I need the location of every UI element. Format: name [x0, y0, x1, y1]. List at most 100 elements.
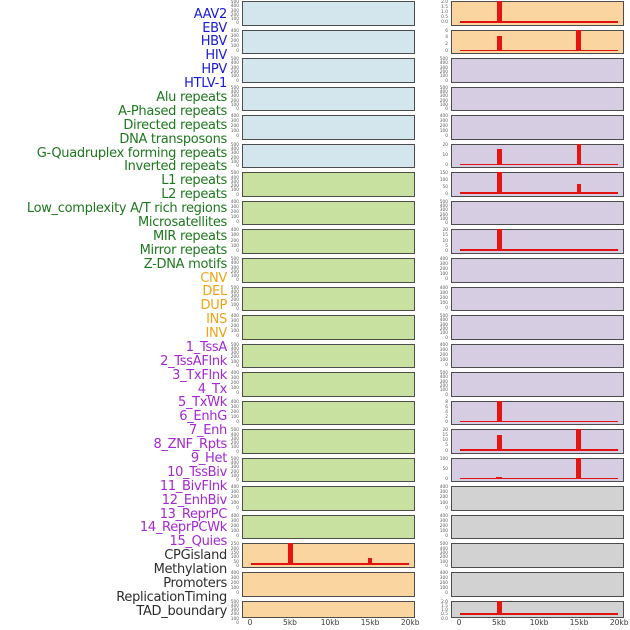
y-axis-tick-label: 5: [445, 443, 448, 449]
y-axis-tick-label: 500: [439, 85, 448, 91]
row-label-inverted-repeats: Inverted repeats: [124, 159, 227, 175]
y-axis-tick-label: 400: [439, 256, 448, 262]
row-label-2-tssaflnk: 2_TssAFlnk: [160, 353, 227, 369]
y-axis-tick-label: 400: [439, 571, 448, 576]
y-axis-tick-label: 0: [236, 248, 239, 254]
y-axis-tick-label: 150: [439, 171, 448, 177]
signal-panel-microsatellites: [242, 429, 415, 454]
signal-panel-del: [242, 572, 415, 597]
y-axis-tick-label: 100: [230, 102, 239, 108]
y-axis-tick-label: 400: [439, 114, 448, 120]
row-label-alu-repeats: Alu repeats: [156, 90, 227, 105]
y-axis-ticks: 500 400 300 200 100 0: [209, 286, 239, 312]
y-axis-tick-label: 300: [230, 518, 239, 524]
signal-spike-15kb: [576, 184, 581, 194]
row-label-dna-transposons: DNA transposons: [119, 131, 227, 147]
y-axis-tick-label: 0: [445, 534, 448, 540]
y-axis-tick-label: 200: [439, 352, 448, 358]
y-axis-tick-label: 500: [439, 371, 448, 377]
y-axis-tick-label: 100: [230, 129, 239, 135]
x-axis-tick-label: 0: [247, 618, 253, 627]
y-axis-tick-label: 0: [236, 478, 239, 484]
row-label-4-tx: 4_Tx: [197, 381, 228, 397]
y-axis-ticks: 400 300 200 100 0: [209, 200, 239, 226]
y-axis-ticks: 400 300 200 100 0: [209, 400, 239, 426]
x-axis-tick-label: 5kb: [492, 618, 506, 627]
y-axis-ticks: 500 400 300 200 100 0: [209, 143, 239, 170]
y-axis-tick-label: 0: [236, 306, 239, 312]
y-axis-tick-label: 200: [230, 324, 239, 330]
y-axis-ticks: 400 300 200 100 0: [209, 571, 239, 597]
y-axis-tick-label: 400: [230, 603, 239, 609]
y-axis-ticks: 500 400 300 200 100 0: [418, 200, 448, 226]
y-axis-tick-label: 200: [230, 524, 239, 530]
y-axis-ticks: 400 300 200 100 0: [418, 571, 448, 597]
y-axis-tick-label: 100: [439, 74, 448, 80]
y-axis-ticks: 500 400 300 200 100 0: [209, 0, 239, 26]
y-axis-tick-label: 300: [230, 576, 239, 582]
signal-spike-5kb: [496, 435, 502, 451]
y-axis-tick-label: 400: [439, 513, 448, 519]
y-axis-tick-label: 100: [230, 329, 239, 335]
y-axis-tick-label: 0: [445, 563, 448, 569]
y-axis-tick-label: 300: [439, 322, 448, 328]
y-axis-tick-label: 200: [230, 495, 239, 501]
signal-panel-13-reprpc: [451, 400, 624, 426]
signal-panel-alu-repeats: [242, 172, 415, 197]
signal-panel-9-het: [451, 286, 624, 312]
signal-baseline: [459, 192, 618, 194]
row-label-ins: INS: [206, 312, 227, 328]
y-axis-tick-label: 500: [230, 256, 239, 262]
y-axis-ticks: 20 15 10 5 0: [418, 229, 448, 254]
signal-spike-5kb: [287, 543, 293, 566]
y-axis-tick-label: 20: [442, 142, 448, 148]
y-axis-tick-label: 0: [445, 448, 448, 454]
y-axis-tick-label: 100: [439, 331, 448, 337]
y-axis-tick-label: 500: [230, 599, 239, 605]
y-axis-tick-label: 200: [230, 124, 239, 130]
y-axis-tick-label: 0: [445, 477, 448, 483]
y-axis-tick-label: 300: [230, 204, 239, 210]
row-label-aav2: AAV2: [193, 6, 228, 22]
y-axis-tick-label: 0: [445, 335, 448, 341]
signal-panel-hpv: [242, 115, 415, 140]
y-axis-ticks: 400 300 200 100 0: [209, 29, 239, 55]
y-axis-tick-label: 400: [230, 432, 239, 438]
y-axis-tick-label: 0: [236, 164, 239, 170]
y-axis-tick-label: 100: [230, 159, 239, 165]
y-axis-tick-label: 15: [442, 233, 448, 239]
y-axis-tick-label: 0: [236, 449, 239, 455]
y-axis-tick-label: 8: [445, 399, 448, 405]
y-axis-tick-label: 400: [230, 513, 239, 519]
y-axis-tick-label: 100: [230, 43, 239, 49]
y-axis-ticks: 500 400 300 200 100 0: [209, 428, 239, 455]
y-axis-tick-label: 20: [442, 228, 448, 234]
y-axis-tick-label: 300: [439, 379, 448, 385]
y-axis-tick-label: 300: [230, 294, 239, 300]
row-label-hbv: HBV: [200, 34, 228, 50]
y-axis-ticks: 400 300 200 100 0: [209, 114, 239, 140]
y-axis-tick-label: 100: [230, 616, 239, 622]
y-axis-tick-label: 400: [230, 147, 239, 153]
signal-spike-5kb: [496, 1, 502, 23]
y-axis-tick-label: 500: [230, 456, 239, 462]
y-axis-ticks: 2.0 1.5 1.0 0.5 0.0: [418, 0, 448, 26]
y-axis-tick-label: 200: [230, 381, 239, 387]
signal-spike-5kb: [496, 400, 502, 423]
y-axis-tick-label: 200: [230, 238, 239, 244]
y-axis-tick-label: 200: [439, 212, 448, 218]
signal-panel-replicationtiming: [451, 572, 624, 597]
y-axis-ticks: 500 400 300 200 100 0: [418, 543, 448, 569]
y-axis-tick-label: 0: [445, 163, 448, 169]
y-axis-tick-label: 0: [445, 248, 448, 254]
row-label-9-het: 9_Het: [190, 451, 227, 467]
y-axis-tick-label: 10: [442, 438, 448, 444]
signal-panel-htlv-1: [242, 143, 415, 169]
y-axis-tick-label: 100: [439, 300, 448, 306]
y-axis-tick-label: 100: [230, 243, 239, 249]
y-axis-tick-label: 300: [230, 94, 239, 100]
y-axis-tick-label: 400: [439, 204, 448, 210]
y-axis-tick-label: 100: [230, 302, 239, 308]
y-axis-tick-label: 500: [230, 85, 239, 91]
